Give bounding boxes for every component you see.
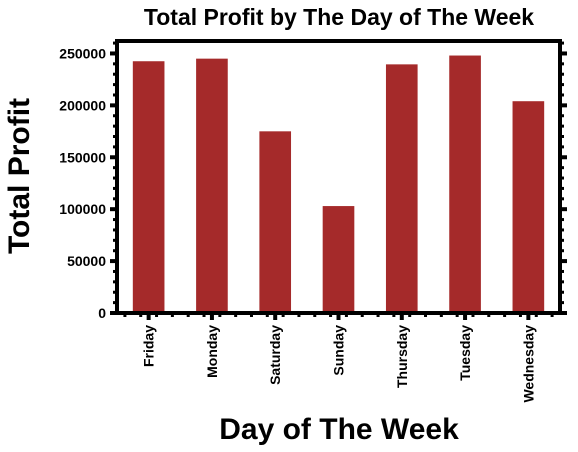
x-tick-label-saturday: Saturday xyxy=(267,325,283,385)
bars-layer xyxy=(133,56,544,313)
y-tick-label: 200000 xyxy=(59,97,106,113)
x-tick-label-monday: Monday xyxy=(204,325,220,378)
bar-thursday xyxy=(386,64,418,313)
y-tick-label: 50000 xyxy=(67,253,106,269)
y-tick-label: 150000 xyxy=(59,149,106,165)
bar-sunday xyxy=(323,206,355,313)
chart-title: Total Profit by The Day of The Week xyxy=(144,4,534,30)
x-tick-label-thursday: Thursday xyxy=(394,325,410,388)
bar-wednesday xyxy=(513,101,545,313)
x-tick-label-wednesday: Wednesday xyxy=(520,325,536,403)
bar-monday xyxy=(196,59,228,313)
bar-saturday xyxy=(259,131,291,313)
x-tick-label-friday: Friday xyxy=(141,325,157,367)
y-tick-label: 100000 xyxy=(59,201,106,217)
y-axis-title: Total Profit xyxy=(3,98,36,254)
y-tick-label: 0 xyxy=(98,305,106,321)
x-tick-label-sunday: Sunday xyxy=(331,325,347,376)
x-axis-title: Day of The Week xyxy=(219,413,459,446)
bar-tuesday xyxy=(449,56,481,313)
y-tick-label: 250000 xyxy=(59,45,106,61)
x-ticks-layer: Friday Monday Saturday Sunday Thursday Tuesda… xyxy=(125,313,552,403)
bar-friday xyxy=(133,61,165,313)
x-tick-label-tuesday: Tuesday xyxy=(457,325,473,381)
